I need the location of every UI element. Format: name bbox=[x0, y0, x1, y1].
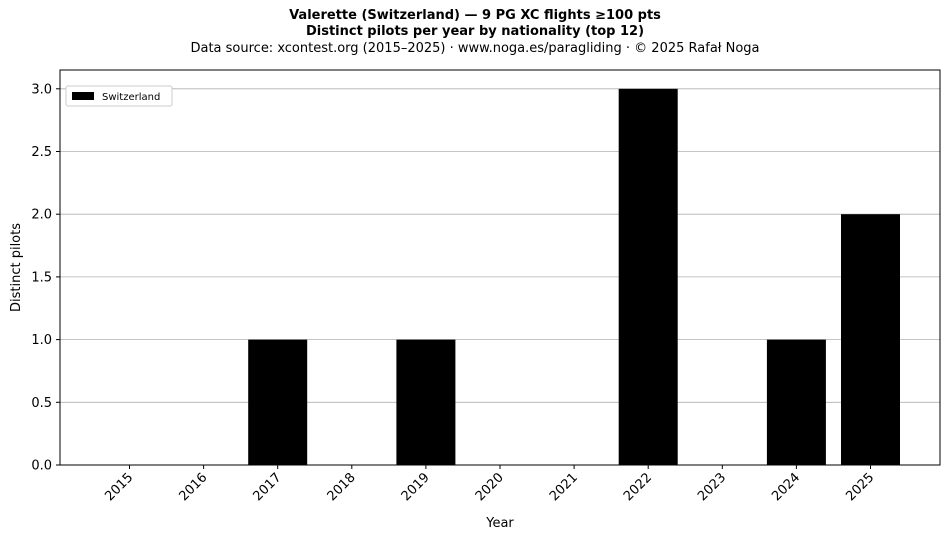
chart-title: Valerette (Switzerland) — 9 PG XC flight… bbox=[289, 8, 661, 23]
x-tick-label: 2016 bbox=[176, 470, 210, 504]
chart-source: Data source: xcontest.org (2015–2025) · … bbox=[190, 41, 760, 56]
y-axis-label: Distinct pilots bbox=[9, 223, 24, 312]
x-tick-label: 2020 bbox=[473, 470, 507, 504]
x-tick-label: 2017 bbox=[251, 470, 285, 504]
y-tick-label: 0.0 bbox=[31, 459, 52, 474]
legend-label: Switzerland bbox=[102, 92, 160, 103]
x-tick-label: 2019 bbox=[399, 470, 433, 504]
bar-2022 bbox=[618, 88, 678, 466]
x-tick-label: 2021 bbox=[547, 470, 581, 504]
chart-title-block: Valerette (Switzerland) — 9 PG XC flight… bbox=[0, 8, 950, 57]
x-tick-label: 2024 bbox=[769, 470, 803, 504]
x-tick-label: 2023 bbox=[695, 470, 729, 504]
legend-box bbox=[65, 85, 173, 107]
legend-swatch bbox=[72, 92, 94, 100]
y-tick-label: 1.5 bbox=[31, 270, 52, 285]
y-tick-label: 1.0 bbox=[31, 333, 52, 348]
bar-2024 bbox=[766, 339, 826, 465]
y-tick-label: 2.0 bbox=[31, 208, 52, 223]
bar-2019 bbox=[396, 339, 456, 465]
x-tick-label: 2022 bbox=[621, 470, 655, 504]
bar-2017 bbox=[248, 339, 308, 465]
bar-2025 bbox=[841, 214, 900, 465]
y-tick-label: 2.5 bbox=[31, 145, 52, 160]
x-tick-label: 2018 bbox=[325, 470, 359, 504]
x-tick-label: 2015 bbox=[102, 470, 136, 504]
y-tick-label: 0.5 bbox=[31, 396, 52, 411]
chart-subtitle: Distinct pilots per year by nationality … bbox=[305, 24, 645, 39]
x-axis-label: Year bbox=[485, 516, 514, 531]
x-tick-label: 2025 bbox=[843, 470, 877, 504]
y-tick-label: 3.0 bbox=[31, 82, 52, 97]
